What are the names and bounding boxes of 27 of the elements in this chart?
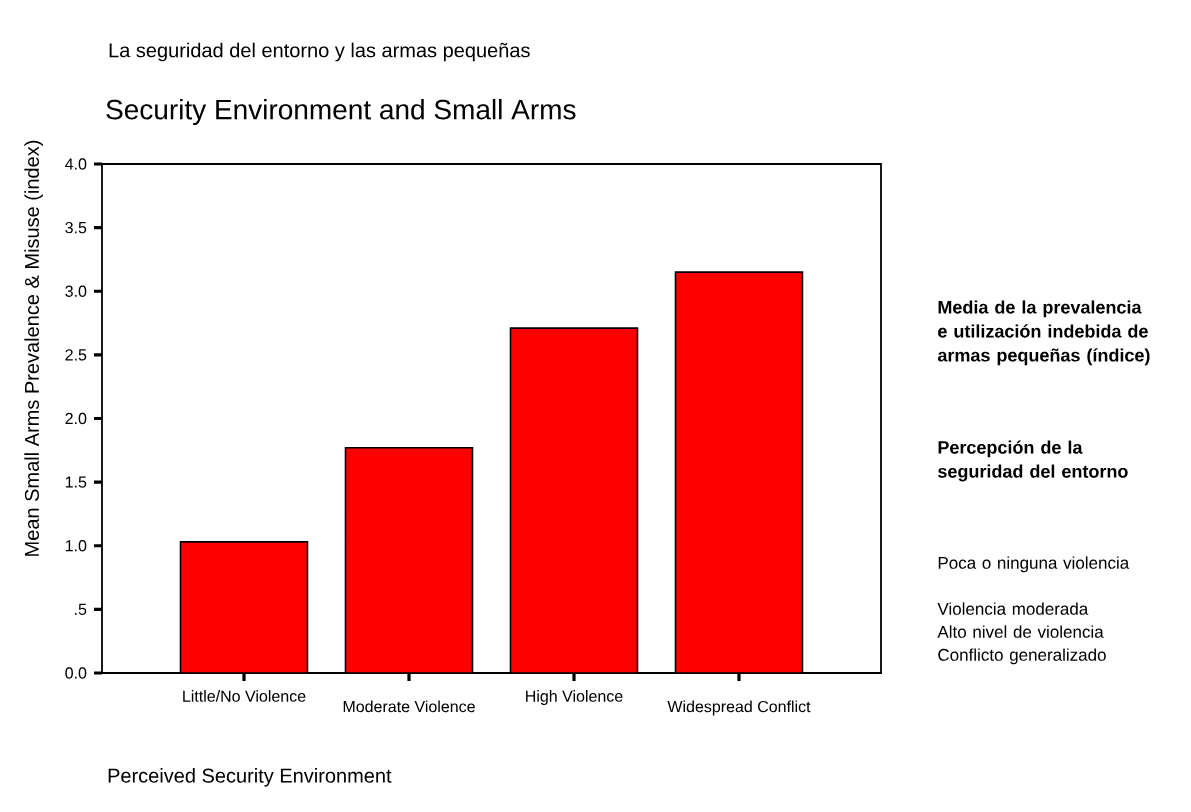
bar <box>674 271 804 673</box>
y-tick-label: 3.0 <box>65 285 87 297</box>
x-tick-label: Little/No Violence <box>183 690 306 702</box>
y-tick-label: 4.0 <box>65 158 87 170</box>
text: Poca o ninguna violencia <box>938 556 1130 573</box>
y-tick-label: 2.0 <box>65 412 87 425</box>
x-axis-title: Perceived Security Environment <box>108 768 392 787</box>
text: La seguridad del entorno y las armas pequeñas <box>109 42 530 62</box>
y-tick-label: .5 <box>75 603 87 615</box>
x-tick-label: High Violence <box>526 690 623 705</box>
text: Violencia moderada <box>937 602 1089 615</box>
y-tick-label: 1.5 <box>65 476 87 488</box>
x-tick-label: Moderate Violence <box>343 700 475 713</box>
y-tick-label: 1.0 <box>65 540 87 552</box>
x-tick-label: Widespread Conflict <box>667 700 811 716</box>
text: Conflicto generalizado <box>938 648 1106 665</box>
text: Media de la prevalencia e utilización indebida de armas pequeñas (índice) <box>937 300 1150 366</box>
y-tick-label: 3.5 <box>65 221 87 234</box>
y-axis-title: Mean Small Arms Prevalence & Misuse (index) <box>24 140 43 556</box>
text: Percepción de la seguridad del entorno <box>938 440 1128 482</box>
y-tick-label: 2.5 <box>65 349 87 361</box>
text: Alto nivel de violencia <box>937 625 1104 638</box>
chart-title: Security Environment and Small Arms <box>106 98 576 126</box>
y-tick-label: 0.0 <box>65 667 87 679</box>
bar <box>180 541 308 673</box>
bar <box>510 328 638 673</box>
bar <box>345 447 473 673</box>
